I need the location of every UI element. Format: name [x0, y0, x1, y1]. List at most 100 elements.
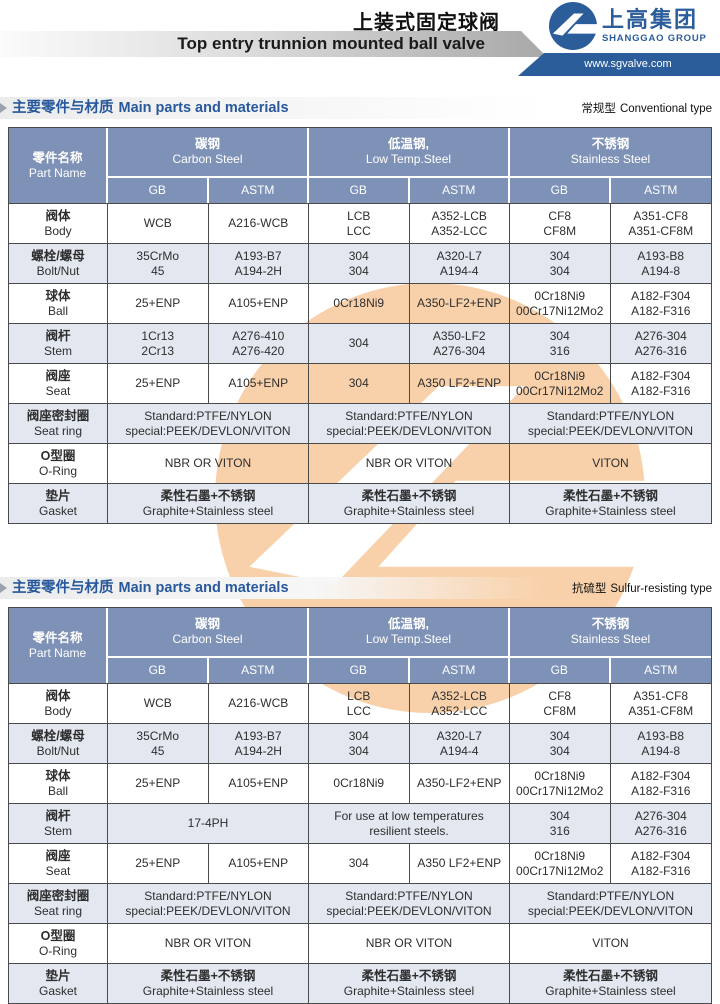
cell-line: 304: [348, 728, 369, 743]
material-cell: A193-B8 A194-8: [611, 724, 712, 763]
part-name-cell: 球体 Ball: [9, 284, 108, 323]
cell-line: 0Cr18Ni9: [333, 296, 385, 311]
cell-line: A182-F304: [631, 288, 691, 303]
header-standard: GB: [108, 178, 209, 203]
cell-line: 45: [151, 743, 165, 758]
header-standard: ASTM: [409, 658, 510, 683]
cell-line: A194-4: [439, 743, 479, 758]
cell-line: LCB: [347, 688, 371, 703]
group-en: Stainless Steel: [570, 152, 651, 167]
cell-line: Body: [44, 223, 72, 238]
cell-line: NBR OR VITON: [164, 936, 252, 951]
cell-line: A105+ENP: [228, 376, 289, 391]
part-name-cell: 螺栓/螺母 Bolt/Nut: [9, 244, 108, 283]
material-cell: Standard:PTFE/NYLON special:PEEK/DEVLON/V…: [309, 884, 510, 923]
cell-line: Standard:PTFE/NYLON: [144, 408, 272, 423]
cell-line: 垫片: [45, 488, 71, 503]
cell-line: 柔性石墨+不锈钢: [160, 488, 256, 503]
table-body: 阀体 Body WCB A216-WCB LCB LCC A352-LCB A352-LCC C…: [9, 683, 711, 1003]
header-group-stainless: 不锈钢 Stainless Steel: [510, 128, 711, 178]
cell-line: A276-304: [634, 328, 687, 343]
material-cell: A105+ENP: [209, 284, 309, 323]
cell-line: WCB: [143, 216, 172, 231]
material-cell: 柔性石墨+不锈钢 Graphite+Stainless steel: [510, 964, 711, 1003]
header-part-name-zh: 零件名称: [32, 630, 83, 645]
material-cell: WCB: [108, 684, 209, 723]
table-row: 阀座 Seat 25+ENP A105+ENP 304 A350 LF2+ENP 0Cr18…: [9, 363, 711, 403]
cell-line: NBR OR VITON: [164, 456, 252, 471]
cell-line: 304: [348, 743, 369, 758]
part-name-cell: 垫片 Gasket: [9, 484, 108, 523]
cell-line: resilient steels.: [369, 823, 449, 838]
cell-line: A351-CF8: [633, 688, 689, 703]
cell-line: A182-F304: [631, 768, 691, 783]
header-standard: ASTM: [208, 178, 309, 203]
cell-line: 1Cr13: [141, 328, 175, 343]
section-header-sulfur: 主要零件与材质 Main parts and materials 抗硫型 Sulfu…: [0, 577, 720, 599]
type-label-zh: 常规型: [581, 103, 616, 115]
cell-line: 304: [348, 263, 369, 278]
material-cell: A350-LF2 A276-304: [410, 324, 510, 363]
material-cell: VITON: [510, 444, 711, 483]
material-cell: 304 304: [309, 724, 410, 763]
material-cell: A276-304 A276-316: [611, 804, 712, 843]
website-banner: www.sgvalve.com: [518, 53, 720, 76]
cell-line: Graphite+Stainless steel: [545, 503, 676, 518]
material-cell: LCB LCC: [309, 204, 410, 243]
header-part-name-en: Part Name: [28, 165, 87, 180]
cell-line: A194-2H: [234, 263, 282, 278]
cell-line: 阀体: [45, 208, 71, 223]
cell-line: Ball: [47, 783, 68, 798]
material-cell: A350-LF2+ENP: [410, 764, 510, 803]
cell-line: A216-WCB: [228, 216, 289, 231]
type-label-en: Sulfur-resisting type: [610, 583, 712, 595]
header-standard: GB: [510, 178, 611, 203]
header-standard: ASTM: [610, 178, 711, 203]
material-cell: 304 316: [510, 804, 611, 843]
cell-line: 柔性石墨+不锈钢: [563, 968, 658, 983]
table-row: 螺栓/螺母 Bolt/Nut 35CrMo 45 A193-B7 A194-2H 304 30…: [9, 243, 711, 283]
table-header: 零件名称 Part Name 碳钢 Carbon Steel 低温钢, Low …: [9, 608, 711, 683]
cell-line: 304: [348, 856, 369, 871]
material-cell: NBR OR VITON: [309, 444, 510, 483]
table-row: 阀座密封圈 Seat ring Standard:PTFE/NYLON special…: [9, 403, 711, 443]
cell-line: NBR OR VITON: [365, 456, 453, 471]
table-row: 球体 Ball 25+ENP A105+ENP 0Cr18Ni9 A350-LF2+ENP…: [9, 283, 711, 323]
material-cell: A216-WCB: [209, 684, 309, 723]
header-standard: ASTM: [610, 658, 711, 683]
cell-line: 304: [348, 336, 369, 351]
cell-line: O-Ring: [38, 463, 77, 478]
cell-line: LCC: [346, 703, 371, 718]
cell-line: A320-L7: [436, 728, 482, 743]
material-cell: A216-WCB: [209, 204, 309, 243]
table-row: 阀杆 Stem 1Cr13 2Cr13 A276-410 A276-420 304 A350-…: [9, 323, 711, 363]
cell-line: 00Cr17Ni12Mo2: [516, 303, 604, 318]
cell-line: A276-304: [433, 343, 486, 358]
cell-line: 304: [549, 248, 570, 263]
cell-line: A350-LF2: [432, 328, 486, 343]
type-label: 抗硫型 Sulfur-resisting type: [572, 580, 712, 596]
cell-line: 25+ENP: [135, 856, 181, 871]
material-cell: 304 304: [510, 724, 611, 763]
material-cell: VITON: [510, 924, 711, 963]
cell-line: A193-B7: [234, 728, 282, 743]
material-cell: 柔性石墨+不锈钢 Graphite+Stainless steel: [510, 484, 711, 523]
header-standard: ASTM: [409, 178, 510, 203]
part-name-cell: 阀杆 Stem: [9, 804, 108, 843]
material-cell: A276-410 A276-420: [209, 324, 309, 363]
material-cell: 25+ENP: [108, 284, 209, 323]
header-standard: GB: [108, 658, 209, 683]
cell-line: 柔性石墨+不锈钢: [361, 488, 457, 503]
material-cell: 304 304: [510, 244, 611, 283]
type-label: 常规型 Conventional type: [581, 100, 712, 116]
part-name-cell: O型圈 O-Ring: [9, 444, 108, 483]
table-body: 阀体 Body WCB A216-WCB LCB LCC A352-LCB A352-LCC C…: [9, 203, 711, 523]
cell-line: Seat: [45, 863, 71, 878]
material-cell: 35CrMo 45: [108, 724, 209, 763]
table-row: 阀体 Body WCB A216-WCB LCB LCC A352-LCB A352-LCC C…: [9, 683, 711, 723]
cell-line: VITON: [592, 936, 629, 951]
cell-line: Standard:PTFE/NYLON: [546, 888, 675, 903]
cell-line: A276-316: [634, 823, 687, 838]
bullet-icon: [0, 103, 7, 113]
cell-line: 0Cr18Ni9: [534, 368, 586, 383]
